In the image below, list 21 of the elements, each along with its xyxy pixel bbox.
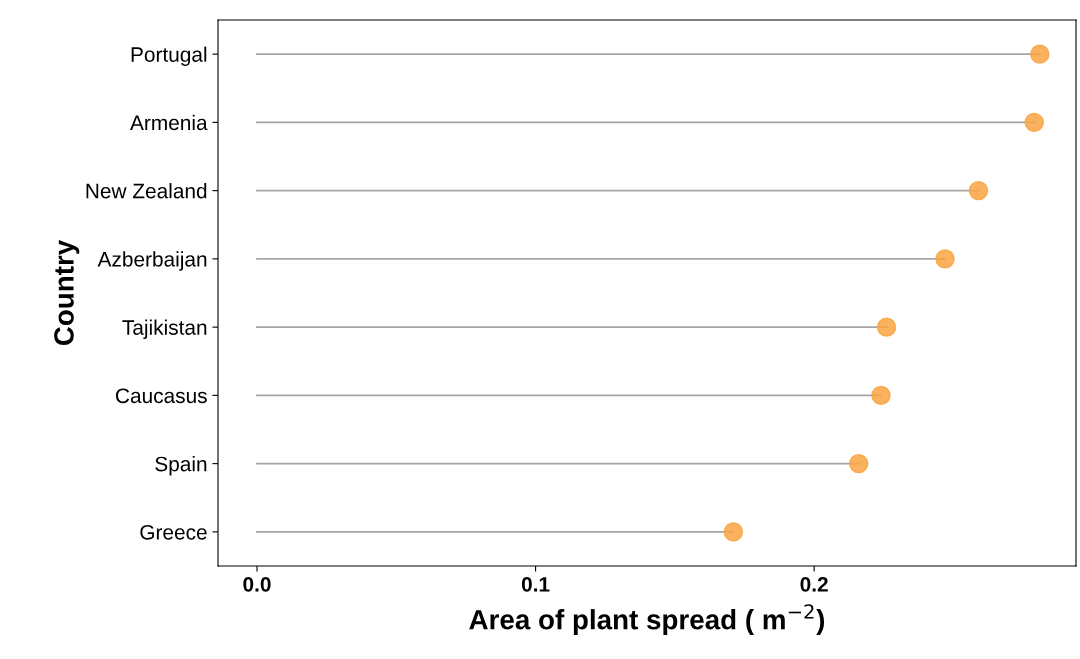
point — [935, 249, 955, 269]
y-tick-label: Armenia — [130, 114, 208, 131]
x-tick-label: 0.2 — [800, 576, 828, 592]
y-tick-label: Tajikistan — [122, 319, 207, 339]
point — [723, 522, 744, 542]
x-tick-label: 0.1 — [521, 576, 550, 592]
y-tick-label: Caucasus — [116, 388, 207, 404]
point — [848, 453, 869, 474]
y-tick-label: Azberbaijan — [97, 251, 207, 271]
x-axis-title: Area of plant spread ( m$^{−2}$) — [469, 604, 825, 635]
point — [876, 317, 897, 337]
y-tick-label: Greece — [140, 524, 207, 540]
y-axis-title: Country — [54, 239, 80, 346]
point — [1024, 112, 1044, 133]
y-tick-label: Spain — [155, 456, 207, 476]
x-tick-label: 0.0 — [243, 576, 271, 592]
point — [1030, 44, 1050, 64]
point — [871, 385, 891, 406]
y-tick-label: Portugal — [131, 46, 207, 66]
y-tick-label: New Zealand — [86, 183, 207, 199]
point — [968, 180, 989, 201]
